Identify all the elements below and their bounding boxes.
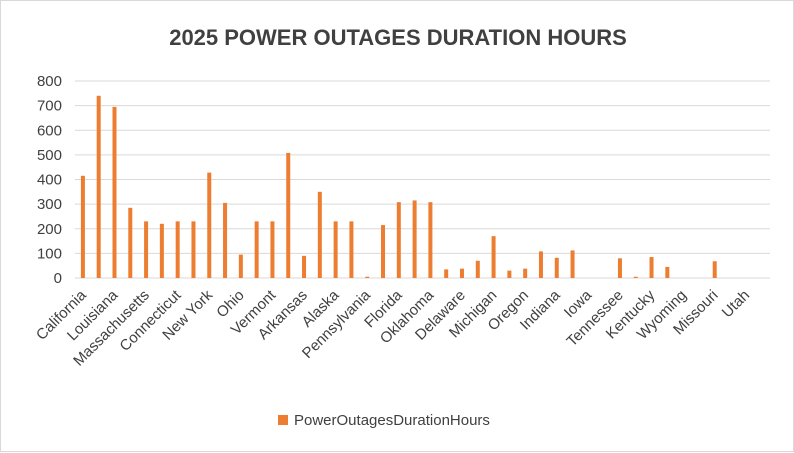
bar: [317, 191, 322, 278]
bar: [428, 202, 433, 278]
bar: [144, 221, 149, 278]
bar: [381, 225, 386, 278]
bar: [270, 221, 275, 278]
legend-label: PowerOutagesDurationHours: [294, 412, 490, 429]
bar: [412, 200, 417, 278]
bar: [159, 223, 164, 278]
y-tick-label: 100: [37, 245, 62, 262]
y-axis-ticks: 0 100 200 300 400 500 600 700 800: [37, 73, 62, 287]
bar: [207, 172, 212, 278]
y-tick-label: 0: [54, 270, 62, 287]
bar: [254, 221, 259, 278]
bar: [538, 251, 543, 278]
bar: [80, 175, 85, 278]
bar: [396, 202, 401, 278]
gridlines: [75, 80, 770, 279]
bar: [444, 269, 449, 278]
bar: [112, 106, 117, 278]
bar: [191, 221, 196, 278]
bar: [570, 250, 575, 278]
bar: [649, 257, 654, 278]
bar: [349, 221, 354, 278]
y-tick-label: 600: [37, 122, 62, 139]
chart-title: 2025 POWER OUTAGES DURATION HOURS: [169, 25, 627, 50]
bar: [507, 270, 512, 278]
bar: [523, 268, 528, 278]
y-tick-label: 400: [37, 172, 62, 189]
bar: [554, 257, 559, 278]
legend-swatch: [278, 415, 288, 425]
bar: [365, 276, 370, 278]
x-axis-labels: CaliforniaLouisianaMassachusettsConnecti…: [33, 286, 753, 369]
y-tick-label: 500: [37, 147, 62, 164]
bar: [96, 95, 101, 279]
bar: [302, 255, 307, 278]
y-tick-label: 700: [37, 98, 62, 115]
bar: [712, 261, 717, 278]
bar: [238, 254, 243, 278]
y-tick-label: 200: [37, 221, 62, 238]
bar: [633, 276, 638, 278]
bar: [459, 268, 464, 278]
x-tick-label: Utah: [719, 287, 753, 321]
bars: [80, 95, 717, 279]
bar: [491, 236, 496, 278]
bar: [475, 260, 480, 278]
y-tick-label: 300: [37, 196, 62, 213]
bar: [175, 221, 180, 278]
legend: PowerOutagesDurationHours: [278, 412, 490, 429]
bar: [223, 202, 228, 278]
bar: [617, 258, 622, 278]
bar: [665, 266, 670, 278]
bar: [286, 152, 291, 278]
bar: [128, 207, 133, 278]
y-tick-label: 800: [37, 73, 62, 90]
bar: [333, 221, 338, 278]
